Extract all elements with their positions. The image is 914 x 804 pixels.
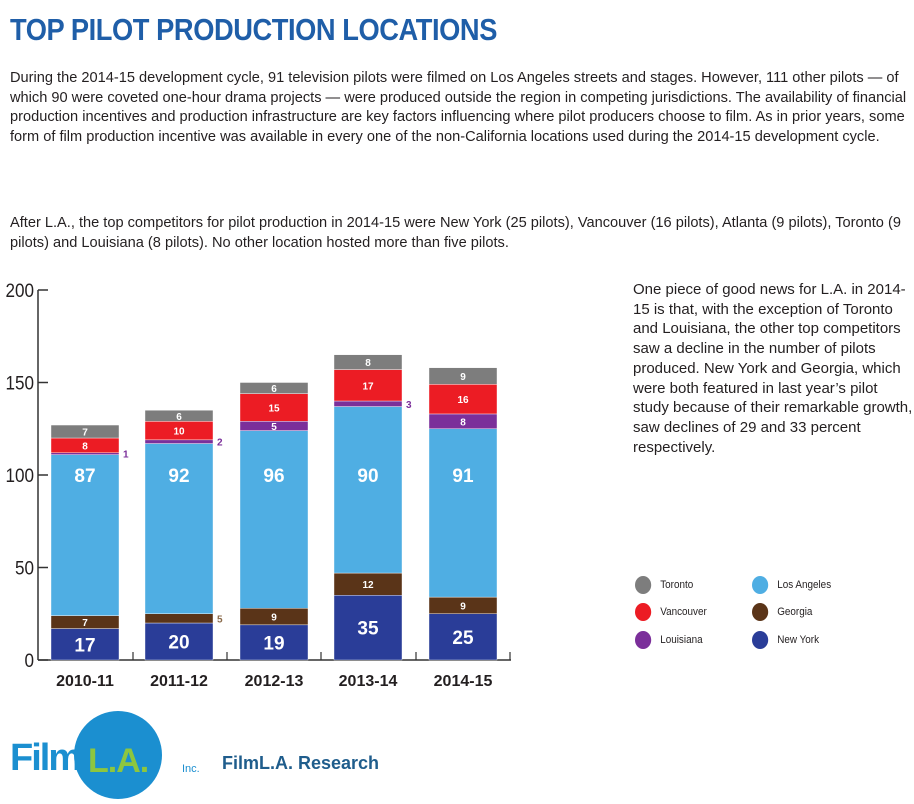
data-label: 7 [82, 618, 88, 629]
data-label: 19 [263, 633, 284, 654]
legend-swatch [752, 576, 769, 594]
data-label: 9 [460, 601, 466, 612]
bar-segment-toronto [333, 354, 403, 370]
bar-segment-los-angeles [50, 454, 120, 616]
legend-label: Toronto [660, 579, 694, 591]
svg-text:Inc.: Inc. [182, 763, 200, 775]
bar-segment-los-angeles [428, 428, 498, 598]
x-tick-label: 2013-14 [339, 673, 398, 690]
legend-item: Georgia [752, 603, 812, 621]
data-label: 17 [74, 635, 95, 656]
legend-item: Vancouver [635, 603, 707, 621]
legend-label: Louisiana [660, 634, 703, 646]
bar-segment-toronto [144, 410, 214, 422]
stacked-bar-chart: 050100150200177871872010-112059221062011… [5, 280, 511, 690]
data-label: 5 [217, 614, 223, 625]
data-label: 20 [168, 633, 189, 654]
data-label: 10 [173, 427, 185, 438]
data-label: 35 [357, 619, 379, 640]
legend-swatch [752, 603, 769, 621]
legend-item: Los Angeles [752, 576, 831, 594]
bar-segment-toronto [428, 367, 498, 385]
data-label: 5 [271, 422, 277, 433]
data-label: 91 [452, 466, 474, 487]
data-label: 12 [362, 580, 374, 591]
data-label: 16 [457, 395, 469, 406]
svg-text:L.A.: L.A. [88, 742, 148, 780]
data-label: 96 [263, 466, 284, 487]
legend-label: New York [777, 634, 820, 646]
competitors-paragraph: After L.A., the top competitors for pilo… [10, 215, 901, 251]
legend-label: Georgia [777, 606, 813, 618]
bar-segment-louisiana [144, 439, 214, 444]
legend-swatch [752, 631, 769, 649]
x-tick-label: 2010-11 [56, 673, 114, 690]
bar-segment-vancouver [239, 393, 309, 422]
filmla-logo: Film L.A. Inc. [10, 711, 200, 799]
legend-item: New York [752, 631, 819, 649]
data-label: 87 [74, 466, 95, 487]
bar-segment-los-angeles [333, 406, 403, 574]
data-label: 6 [271, 384, 277, 395]
legend-item: Louisiana [635, 631, 703, 649]
side-commentary: One piece of good news for L.A. in 2014-… [633, 281, 913, 456]
data-label: 92 [168, 466, 189, 487]
bar-segment-new-york [333, 595, 403, 661]
bar-segment-vancouver [428, 384, 498, 415]
x-tick-label: 2011-12 [150, 673, 208, 690]
bar-segment-los-angeles [239, 430, 309, 609]
y-tick-label: 200 [5, 280, 34, 301]
data-label: 2 [217, 438, 223, 449]
page-title: TOP PILOT PRODUCTION LOCATIONS [10, 12, 497, 47]
bar-segment-new-york [144, 622, 214, 661]
data-label: 8 [82, 441, 88, 452]
data-label: 6 [176, 412, 182, 423]
intro-paragraph: During the 2014-15 development cycle, 91… [10, 70, 907, 145]
data-label: 90 [357, 466, 378, 487]
bar-segment-vancouver [333, 369, 403, 402]
data-label: 15 [268, 403, 280, 414]
data-label: 9 [271, 613, 277, 624]
data-label: 25 [452, 628, 474, 649]
data-label: 3 [406, 400, 412, 411]
y-tick-label: 100 [5, 465, 34, 486]
bar-segment-georgia [144, 613, 214, 624]
data-label: 7 [82, 428, 88, 439]
y-tick-label: 150 [5, 373, 34, 394]
data-label: 8 [460, 417, 466, 428]
data-label: 9 [460, 372, 466, 383]
bar-segment-new-york [428, 613, 498, 661]
legend-swatch [635, 631, 652, 649]
legend-swatch [635, 576, 652, 594]
svg-text:Film: Film [10, 737, 80, 779]
bar-segment-louisiana [50, 452, 120, 455]
bar-segment-louisiana [333, 400, 403, 407]
bar-segment-new-york [50, 628, 120, 661]
legend-label: Vancouver [660, 606, 707, 618]
data-label: 1 [123, 450, 129, 461]
y-tick-label: 50 [15, 558, 34, 579]
bar-segment-toronto [239, 382, 309, 394]
data-label: 8 [365, 358, 371, 369]
bar-segment-toronto [50, 424, 120, 439]
legend-label: Los Angeles [777, 579, 832, 591]
legend-item: Toronto [635, 576, 693, 594]
research-label: FilmL.A. Research [222, 753, 380, 773]
data-label: 17 [362, 381, 374, 392]
legend-swatch [635, 603, 652, 621]
x-tick-label: 2014-15 [434, 673, 493, 690]
x-tick-label: 2012-13 [245, 673, 304, 690]
y-tick-label: 0 [24, 650, 34, 671]
